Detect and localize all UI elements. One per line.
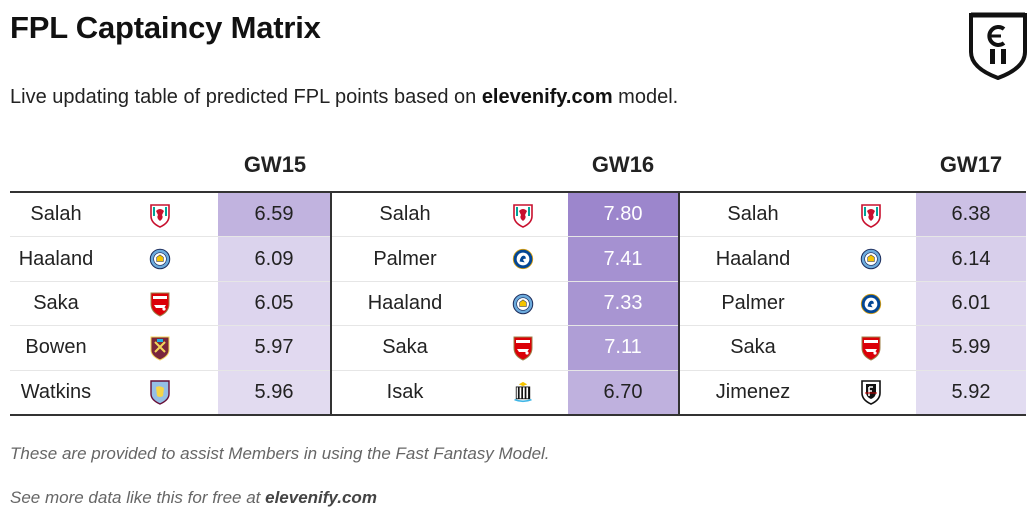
table-row: Isak 6.70 <box>332 370 678 415</box>
aston-villa-crest-icon <box>102 379 218 406</box>
liverpool-crest-icon <box>102 202 218 228</box>
table-row: Palmer 6.01 <box>680 281 1026 327</box>
chelsea-crest-icon <box>826 291 916 317</box>
predicted-points-cell: 5.99 <box>916 326 1026 370</box>
arsenal-crest-icon <box>826 335 916 361</box>
player-name: Isak <box>386 380 424 403</box>
subtitle-prefix: Live updating table of predicted FPL poi… <box>10 86 482 108</box>
gw17-header: GW17 <box>939 152 1003 177</box>
predicted-points-cell: 6.38 <box>916 193 1026 237</box>
predicted-points-cell: 6.59 <box>218 193 330 237</box>
footer-site-link[interactable]: elevenify.com <box>265 488 377 507</box>
table-row: Salah 7.80 <box>332 193 678 238</box>
predicted-points-cell: 6.14 <box>916 237 1026 281</box>
player-name: Haaland <box>18 247 94 270</box>
predicted-points-cell: 5.96 <box>218 370 330 415</box>
predicted-points-cell: 5.97 <box>218 326 330 370</box>
table-row: Haaland 6.09 <box>10 237 330 282</box>
gw15-header: GW15 <box>243 152 307 177</box>
footer-more: See more data like this for free at elev… <box>10 488 377 508</box>
table-row: Jimenez 5.92 <box>680 370 1026 415</box>
arsenal-crest-icon <box>102 291 218 317</box>
captaincy-matrix: Salah 6.59 Haaland 6.09 Saka 6.05 Bowen 5.97 Wat… <box>10 191 1026 416</box>
player-name: Salah <box>30 203 82 226</box>
table-row: Palmer 7.41 <box>332 237 678 282</box>
table-row: Haaland 6.14 <box>680 237 1026 282</box>
table-row: Saka 5.99 <box>680 326 1026 371</box>
player-name: Salah <box>379 203 431 226</box>
page-title: FPL Captaincy Matrix <box>10 10 321 45</box>
table-row: Salah 6.59 <box>10 193 330 238</box>
gw17-block: Salah 6.38 Haaland 6.14 Palmer 6.01 Saka 5.99 Ji… <box>680 193 1026 415</box>
subtitle-suffix: model. <box>612 86 679 108</box>
player-name: Salah <box>727 203 779 226</box>
player-name: Haaland <box>367 292 443 315</box>
player-name: Saka <box>382 336 428 359</box>
predicted-points-cell: 6.70 <box>568 370 678 415</box>
player-name: Watkins <box>20 380 92 403</box>
table-row: Watkins 5.96 <box>10 370 330 415</box>
player-name: Bowen <box>25 336 87 359</box>
table-row: Saka 6.05 <box>10 281 330 327</box>
liverpool-crest-icon <box>826 202 916 228</box>
man-city-crest-icon <box>102 246 218 272</box>
chelsea-crest-icon <box>478 246 568 272</box>
player-name: Palmer <box>373 247 437 270</box>
predicted-points-cell: 6.01 <box>916 281 1026 326</box>
table-row: Haaland 7.33 <box>332 281 678 327</box>
arsenal-crest-icon <box>478 335 568 361</box>
player-name: Saka <box>33 292 79 315</box>
elevenify-shield-logo <box>969 12 1027 80</box>
footer-note: These are provided to assist Members in … <box>10 444 550 463</box>
player-name: Saka <box>730 336 776 359</box>
predicted-points-cell: 5.92 <box>916 370 1026 415</box>
man-city-crest-icon <box>826 246 916 272</box>
player-name: Haaland <box>715 247 791 270</box>
predicted-points-cell: 7.80 <box>568 193 678 237</box>
predicted-points-cell: 7.33 <box>568 281 678 326</box>
subtitle-site-link[interactable]: elevenify.com <box>481 86 613 108</box>
player-name: Jimenez <box>715 380 791 403</box>
subtitle: Live updating table of predicted FPL poi… <box>10 86 678 109</box>
footer-more-prefix: See more data like this for free at <box>10 488 266 507</box>
predicted-points-cell: 6.09 <box>218 237 330 281</box>
gw16-block: Salah 7.80 Palmer 7.41 Haaland 7.33 Saka 7.11 Is… <box>332 193 680 415</box>
table-row: Salah 6.38 <box>680 193 1026 238</box>
liverpool-crest-icon <box>478 202 568 228</box>
predicted-points-cell: 6.05 <box>218 281 330 326</box>
man-city-crest-icon <box>478 291 568 317</box>
gw16-header: GW16 <box>591 152 655 177</box>
fulham-crest-icon <box>826 379 916 406</box>
player-name: Palmer <box>721 292 785 315</box>
predicted-points-cell: 7.11 <box>568 326 678 370</box>
west-ham-crest-icon <box>102 335 218 361</box>
gw15-block: Salah 6.59 Haaland 6.09 Saka 6.05 Bowen 5.97 Wat… <box>10 193 332 415</box>
predicted-points-cell: 7.41 <box>568 237 678 281</box>
newcastle-crest-icon <box>478 379 568 405</box>
table-row: Saka 7.11 <box>332 326 678 371</box>
table-row: Bowen 5.97 <box>10 326 330 371</box>
